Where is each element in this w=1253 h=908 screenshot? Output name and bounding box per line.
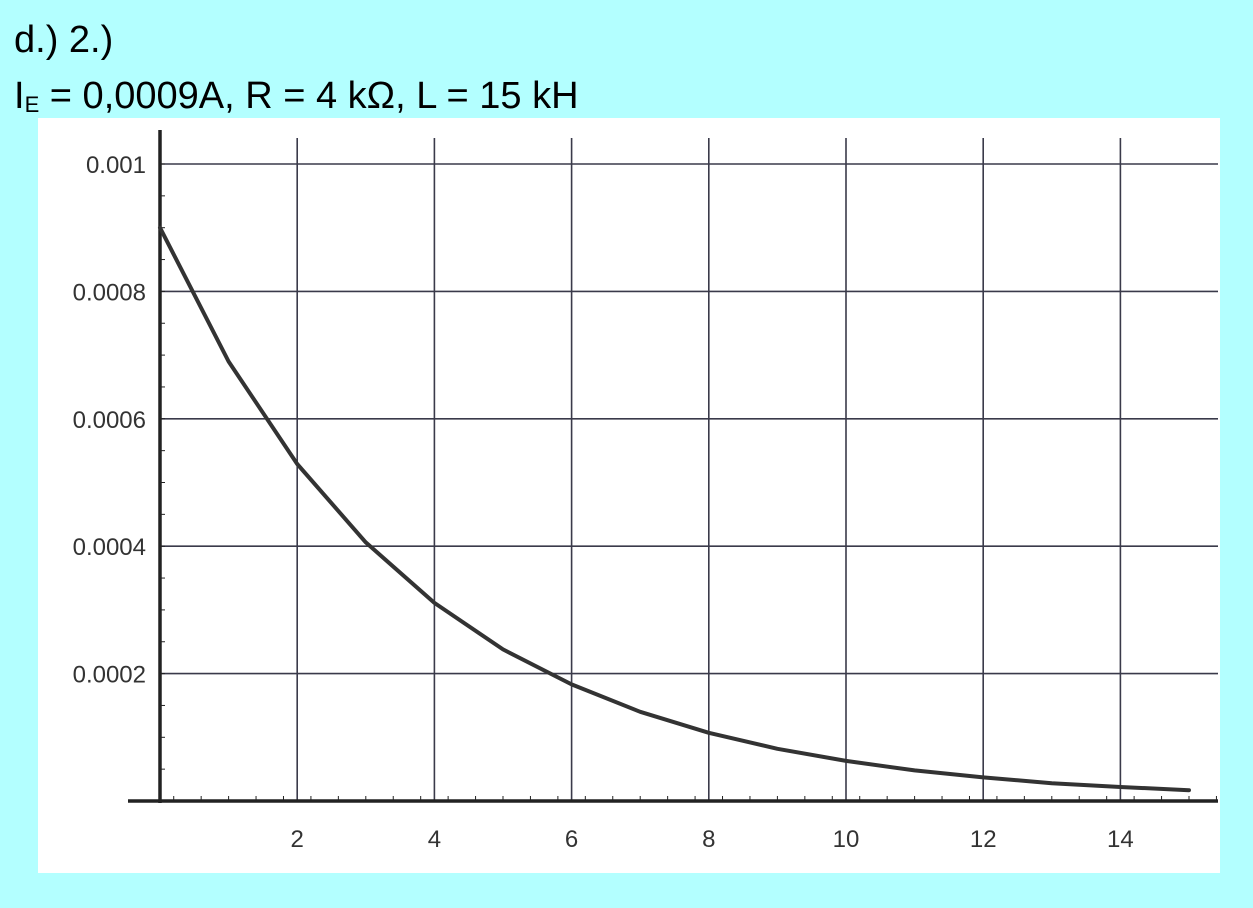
- current-symbol: I: [14, 75, 25, 117]
- series-line-0: [158, 225, 1191, 793]
- x-tick-label-8: 8: [702, 826, 715, 853]
- x-tick-label-2: 2: [291, 826, 304, 853]
- plot-panel: 2 4 6 8 10 12 14 0.0002 0.0004 0.0006 0.0008 0.001: [38, 118, 1220, 873]
- y-tick-label-2: 0.0006: [73, 407, 146, 434]
- parameter-values: = 0,0009A, R = 4 kΩ, L = 15 kH: [39, 75, 579, 117]
- chart-heading: d.) 2.): [14, 19, 114, 61]
- y-tick-label-3: 0.0008: [73, 279, 146, 306]
- y-tick-label-4: 0.001: [86, 152, 146, 179]
- x-tick-label-10: 10: [833, 826, 860, 853]
- current-subscript: E: [24, 92, 40, 117]
- chart-parameters: IE = 0,0009A, R = 4 kΩ, L = 15 kH: [14, 74, 579, 127]
- x-tick-label-6: 6: [565, 826, 578, 853]
- y-tick-label-1: 0.0004: [73, 534, 146, 561]
- y-tick-label-0: 0.0002: [73, 662, 146, 689]
- x-tick-label-12: 12: [970, 826, 997, 853]
- decay-plot: 2 4 6 8 10 12 14 0.0002 0.0004 0.0006 0.0008 0.001: [73, 130, 1218, 853]
- x-tick-label-4: 4: [428, 826, 441, 853]
- x-tick-label-14: 14: [1107, 826, 1134, 853]
